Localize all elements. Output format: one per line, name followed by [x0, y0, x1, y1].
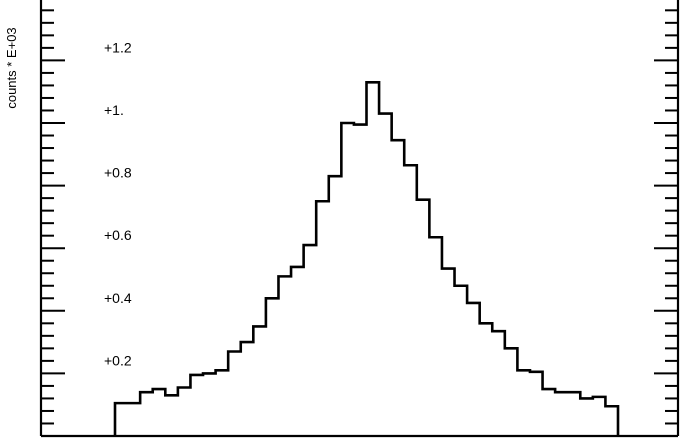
- histogram-bin: [128, 403, 141, 436]
- histogram-bin: [190, 375, 203, 436]
- histogram-bin: [517, 370, 530, 436]
- y-tick-label: +0.2: [104, 352, 132, 368]
- y-axis-label: counts * E+03: [4, 27, 19, 108]
- histogram-bin: [467, 303, 480, 436]
- histogram-bin: [379, 114, 392, 436]
- histogram-bin: [442, 269, 455, 436]
- histogram-bin: [480, 323, 493, 436]
- histogram-bin: [341, 123, 354, 436]
- histogram-bin: [555, 392, 568, 436]
- histogram-bin: [505, 348, 518, 436]
- histogram-bin: [593, 397, 606, 436]
- histogram-bin: [605, 406, 618, 436]
- histogram-bin: [178, 387, 191, 436]
- histogram-bin: [278, 276, 291, 436]
- histogram-bin: [429, 237, 442, 436]
- histogram-bin: [153, 389, 166, 436]
- histogram-bin: [266, 298, 279, 436]
- y-tick-label: +1.: [104, 102, 124, 118]
- histogram-bin: [392, 140, 405, 436]
- histogram-bin: [543, 389, 556, 436]
- histogram-bin: [316, 201, 329, 436]
- y-tick-label: +1.2: [104, 39, 132, 55]
- histogram-bin: [568, 392, 581, 436]
- histogram-bin: [329, 176, 342, 436]
- histogram-bin: [241, 342, 254, 436]
- histogram-bin: [216, 370, 229, 436]
- y-tick-label: +0.6: [104, 227, 132, 243]
- histogram-bin: [165, 395, 178, 436]
- histogram-bin: [140, 392, 153, 436]
- histogram-bin: [253, 326, 266, 436]
- histogram-bin: [115, 403, 128, 436]
- histogram-bin: [417, 200, 430, 436]
- histogram-bin: [228, 351, 241, 436]
- histogram-bin: [530, 372, 543, 436]
- histogram-bin: [203, 373, 216, 436]
- histogram-bin: [492, 331, 505, 436]
- y-tick-label: +0.8: [104, 165, 132, 181]
- histogram-series: [113, 81, 620, 436]
- histogram-bin: [354, 125, 367, 436]
- histogram-bin: [404, 165, 417, 436]
- y-tick-label: +0.4: [104, 290, 132, 306]
- y-tick-labels: +0.2 +0.4 +0.6 +0.8 +1. +1.2: [104, 39, 132, 368]
- histogram-bin: [455, 286, 468, 436]
- histogram-bin: [367, 82, 380, 436]
- histogram-bin: [291, 267, 304, 436]
- axes: [39, 0, 680, 438]
- y-ticks: [41, 9, 678, 425]
- histogram-bin: [580, 398, 593, 436]
- histogram-bin: [304, 245, 317, 436]
